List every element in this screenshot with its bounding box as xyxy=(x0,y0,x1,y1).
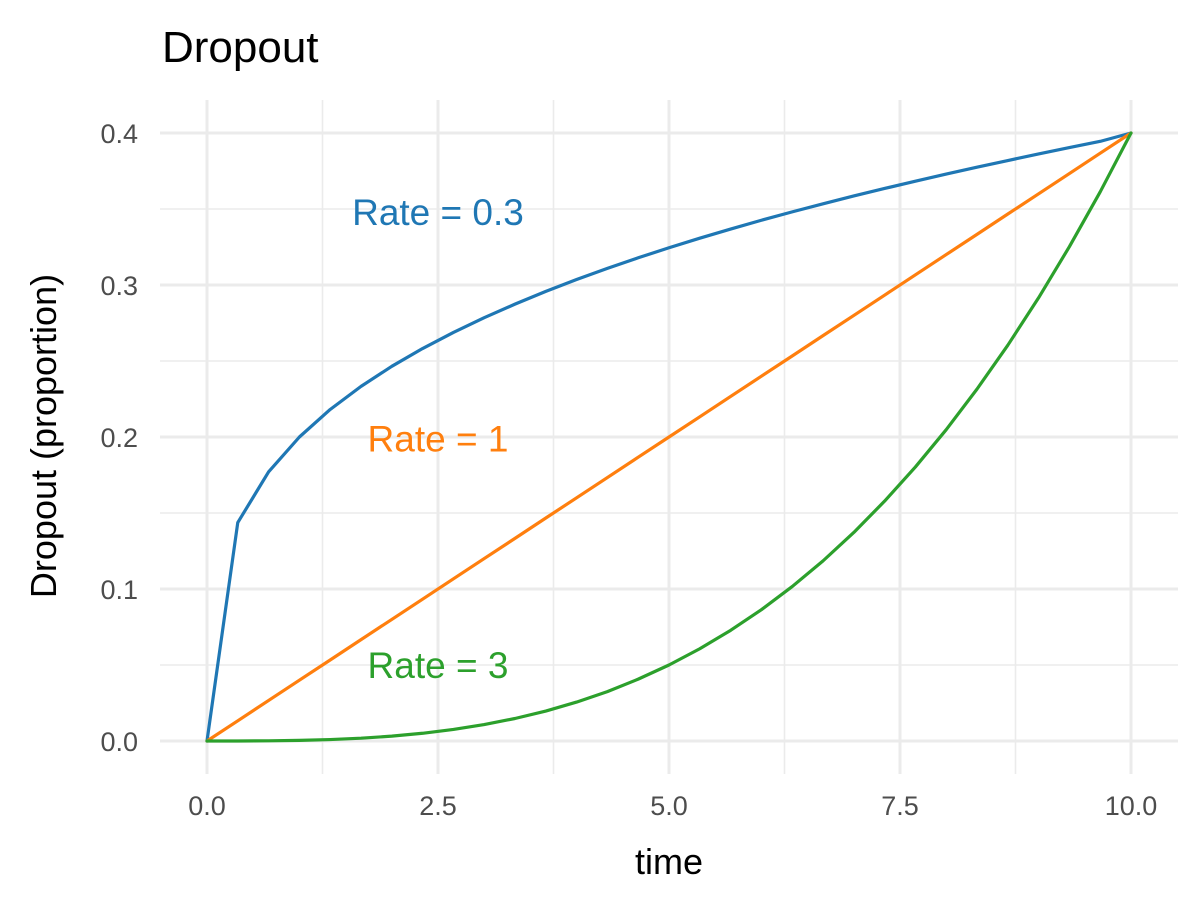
y-tick-label: 0.2 xyxy=(100,423,138,453)
y-axis-ticks: 0.0 0.1 0.2 0.3 0.4 xyxy=(100,119,138,757)
series-annotation-1: Rate = 0.3 xyxy=(352,192,524,233)
series-line-2 xyxy=(205,131,1133,743)
x-axis-ticks: 0.0 2.5 5.0 7.5 10.0 xyxy=(188,791,1157,821)
y-tick-label: 0.0 xyxy=(100,727,138,757)
y-axis-title: Dropout (proportion) xyxy=(23,274,64,598)
y-tick-label: 0.4 xyxy=(100,119,138,149)
x-tick-label: 5.0 xyxy=(650,791,688,821)
series-annotation-3: Rate = 3 xyxy=(368,645,509,686)
x-tick-label: 7.5 xyxy=(881,791,919,821)
chart-title: Dropout xyxy=(162,23,319,72)
series-line-1 xyxy=(205,131,1133,743)
x-tick-label: 2.5 xyxy=(419,791,457,821)
series-annotations: Rate = 0.3 Rate = 1 Rate = 3 xyxy=(352,192,524,686)
x-axis-title: time xyxy=(635,841,703,882)
y-tick-label: 0.1 xyxy=(100,575,138,605)
y-tick-label: 0.3 xyxy=(100,271,138,301)
series-line-3 xyxy=(205,131,1133,743)
series-lines xyxy=(205,131,1133,743)
grid xyxy=(160,100,1178,774)
series-annotation-2: Rate = 1 xyxy=(368,419,509,460)
x-tick-label: 0.0 xyxy=(188,791,226,821)
x-tick-label: 10.0 xyxy=(1105,791,1158,821)
